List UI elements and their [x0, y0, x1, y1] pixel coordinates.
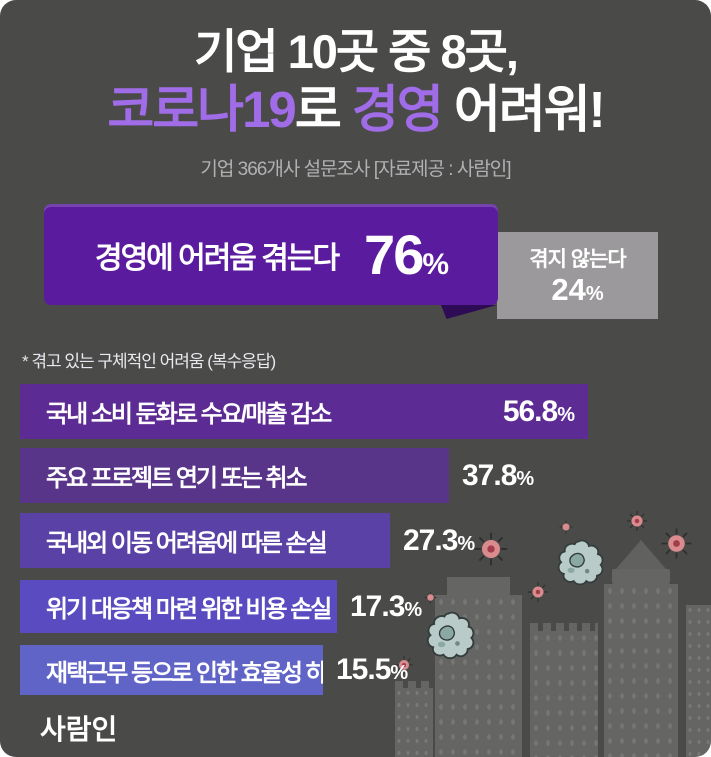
percent-sign: %: [457, 532, 475, 555]
answer-value: 76%: [364, 223, 449, 286]
not-affected-value: 24%: [551, 272, 604, 308]
bar: 국내 소비 둔화로 수요/매출 감소 56.8%: [20, 384, 588, 439]
virus-splat-icon: [426, 611, 475, 660]
bar: 주요 프로젝트 연기 또는 취소: [20, 448, 449, 503]
percent-sign: %: [585, 283, 604, 306]
building-icon: [686, 605, 711, 757]
virus-icon: [474, 532, 508, 566]
virus-icon: [527, 581, 549, 603]
building-teeth-icon: [530, 623, 598, 631]
percent-sign: %: [422, 248, 449, 281]
bar-chart: 국내 소비 둔화로 수요/매출 감소 56.8% 주요 프로젝트 연기 또는 취…: [20, 384, 700, 695]
answer-ribbon: 경영에 어려움 겪는다 76%: [44, 204, 498, 305]
title-plain: 어려워!: [441, 80, 606, 138]
page-title-line1: 기업 10곳 중 8곳,: [194, 25, 519, 78]
title-accent-management: 경영: [351, 80, 444, 138]
not-affected-label: 겪지 않는다: [529, 248, 626, 272]
bar: 국내외 이동 어려움에 따른 손실: [20, 513, 390, 568]
bar-row: 위기 대응책 마련 위한 비용 손실 17.3%: [20, 580, 700, 633]
bar-row: 국내외 이동 어려움에 따른 손실 27.3%: [20, 513, 700, 568]
bar-label: 국내 소비 둔화로 수요/매출 감소: [46, 401, 332, 428]
title-accent-covid: 코로나19: [107, 80, 296, 138]
saramin-logo: 사람인: [40, 714, 118, 745]
header: 기업 10곳 중 8곳, 코로나19로 경영 어려워! 기업 366개사 설문조…: [0, 26, 711, 181]
bar-row: 주요 프로젝트 연기 또는 취소 37.8%: [20, 448, 700, 503]
bar-row: 재택근무 등으로 인한 효율성 하락 15.5%: [20, 645, 700, 695]
bar: 위기 대응책 마련 위한 비용 손실: [20, 580, 337, 633]
bar-row: 국내 소비 둔화로 수요/매출 감소 56.8%: [20, 384, 700, 439]
bar-value: 27.3%: [403, 523, 475, 557]
chart-note: * 겪고 있는 구체적인 어려움 (복수응답): [22, 352, 276, 371]
virus-icon: [661, 528, 692, 559]
percent-sign: %: [557, 403, 575, 426]
percent-sign: %: [390, 662, 408, 684]
survey-source-note: 기업 366개사 설문조사 [자료제공 : 사람인]: [200, 158, 511, 180]
percent-sign: %: [404, 598, 422, 621]
bar-label: 주요 프로젝트 연기 또는 취소: [46, 465, 308, 492]
bar-value: 56.8%: [502, 394, 575, 428]
bar-value: 15.5%: [336, 653, 408, 686]
title-plain: 로: [294, 80, 352, 138]
virus-icon: [626, 510, 648, 532]
building-cap-icon: [612, 569, 670, 584]
virus-icon: [424, 591, 437, 604]
building-icon: [530, 631, 598, 757]
building-icon: [395, 688, 433, 757]
virus-icon: [394, 655, 414, 675]
bar-label: 국내외 이동 어려움에 따른 손실: [46, 530, 328, 557]
building-cap-icon: [447, 577, 510, 595]
ribbon-fold-icon: [441, 305, 497, 319]
not-affected-box: 겪지 않는다 24%: [497, 232, 658, 319]
percent-sign: %: [516, 467, 534, 490]
bar: 재택근무 등으로 인한 효율성 하락: [20, 645, 323, 695]
bar-value: 17.3%: [350, 589, 422, 623]
virus-icon: [559, 520, 573, 534]
answer-label: 경영에 어려움 겪는다: [94, 241, 340, 275]
bar-label: 재택근무 등으로 인한 효율성 하락: [46, 659, 323, 687]
bar-label: 위기 대응책 마련 위한 비용 손실: [46, 596, 332, 623]
virus-splat-icon: [557, 539, 604, 586]
building-teeth-icon: [395, 681, 433, 688]
bar-value: 37.8%: [462, 458, 534, 492]
building-icon: [604, 584, 678, 757]
page-title-line2: 코로나19로 경영 어려워!: [0, 80, 711, 138]
